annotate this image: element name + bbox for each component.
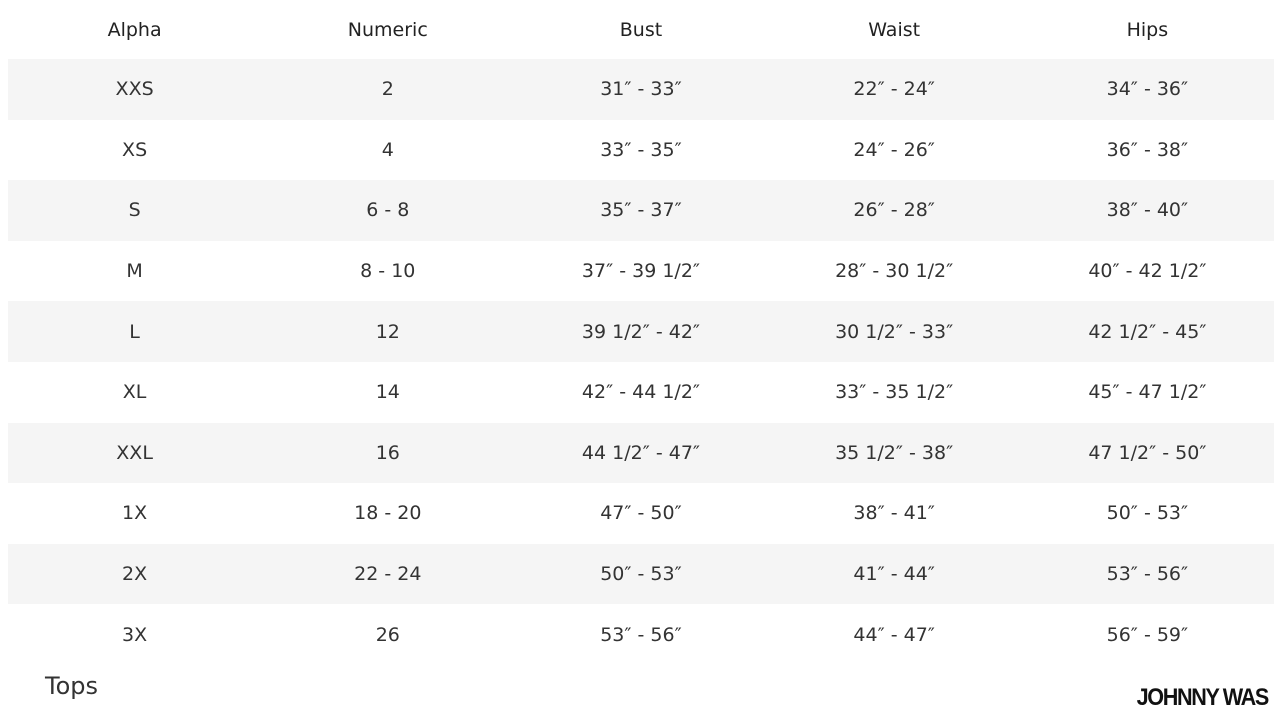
- table-row: XXL 16 44 1/2″ - 47″ 35 1/2″ - 38″ 47 1/2″ -…: [8, 422, 1274, 484]
- table-cell: 50″ - 53″: [1106, 502, 1189, 525]
- table-row: 3X 26 53″ - 56″ 44″ - 47″ 56″ - 59″: [8, 604, 1274, 665]
- header-row: Alpha Numeric Bust Waist Hips: [8, 0, 1274, 59]
- table-cell: 47 1/2″ - 50″: [1020, 422, 1274, 484]
- table-cell: 37″ - 39 1/2″: [581, 260, 701, 283]
- table-cell: S: [8, 180, 262, 241]
- table-cell: 34″ - 36″: [1020, 59, 1274, 120]
- table-cell: 33″ - 35″: [600, 138, 682, 161]
- column-header-bust: Bust: [619, 18, 663, 41]
- table-cell: 28″ - 30 1/2″: [835, 260, 954, 283]
- table-cell: 14: [375, 381, 400, 404]
- table-cell: 12: [261, 301, 515, 362]
- table-cell: L: [8, 301, 262, 362]
- table-cell: 26″ - 28″: [767, 180, 1021, 241]
- table-row: XXS 2 31″ - 33″ 22″ - 24″ 34″ - 36″: [8, 59, 1274, 120]
- table-cell: XS: [122, 138, 148, 161]
- table-cell: 3X: [122, 623, 148, 646]
- table-cell: 53″ - 56″: [1020, 543, 1274, 605]
- table-cell: 31″ - 33″: [514, 59, 768, 120]
- table-cell: 22″ - 24″: [767, 59, 1021, 120]
- table-cell: 40″ - 42 1/2″: [1088, 260, 1207, 283]
- table-cell: 2X: [8, 543, 262, 605]
- table-cell: 42″ - 44 1/2″: [581, 381, 701, 404]
- table-cell: 39 1/2″ - 42″: [514, 301, 768, 362]
- table-cell: XL: [122, 381, 147, 404]
- column-header-waist: Waist: [868, 18, 921, 41]
- table-cell: 6 - 8: [261, 180, 515, 241]
- brand-logo: JOHNNY WAS: [1136, 684, 1270, 711]
- table-cell: 4: [381, 138, 394, 161]
- table-cell: XXL: [8, 422, 262, 484]
- table-cell: M: [126, 260, 143, 283]
- table-cell: 35″ - 37″: [514, 180, 768, 241]
- table-cell: 1X: [122, 502, 148, 525]
- table-row: M 8 - 10 37″ - 39 1/2″ 28″ - 30 1/2″ 40″ - 4…: [8, 241, 1274, 302]
- table-cell: 2: [261, 59, 515, 120]
- table-cell: XXS: [8, 59, 262, 120]
- table-cell: 26: [375, 623, 400, 646]
- table-cell: 33″ - 35 1/2″: [835, 381, 954, 404]
- table-cell: 45″ - 47 1/2″: [1088, 381, 1207, 404]
- table-cell: 22 - 24: [261, 543, 515, 605]
- table-cell: 50″ - 53″: [514, 543, 768, 605]
- table-cell: 18 - 20: [354, 502, 422, 525]
- table-cell: 8 - 10: [360, 260, 416, 283]
- section-label: Tops: [45, 672, 99, 700]
- table-cell: 53″ - 56″: [600, 623, 682, 646]
- column-header-numeric: Numeric: [347, 18, 428, 41]
- table-cell: 35 1/2″ - 38″: [767, 422, 1021, 484]
- column-header-hips: Hips: [1126, 18, 1169, 41]
- table-cell: 24″ - 26″: [853, 138, 935, 161]
- table-cell: 36″ - 38″: [1106, 138, 1189, 161]
- table-row: 2X 22 - 24 50″ - 53″ 41″ - 44″ 53″ - 56″: [8, 543, 1274, 605]
- size-chart-table: Alpha Numeric Bust Waist Hips XXS 2 31″ - 33″ 2…: [8, 0, 1274, 665]
- column-header-alpha: Alpha: [107, 18, 162, 41]
- table-cell: 38″ - 40″: [1020, 180, 1274, 241]
- table-row: XS 4 33″ - 35″ 24″ - 26″ 36″ - 38″: [8, 120, 1274, 181]
- table-cell: 41″ - 44″: [767, 543, 1021, 605]
- table-row: XL 14 42″ - 44 1/2″ 33″ - 35 1/2″ 45″ - 47 1…: [8, 362, 1274, 423]
- table-cell: 30 1/2″ - 33″: [767, 301, 1021, 362]
- table-row: 1X 18 - 20 47″ - 50″ 38″ - 41″ 50″ - 53″: [8, 483, 1274, 544]
- table-cell: 16: [261, 422, 515, 484]
- table-cell: 44″ - 47″: [853, 623, 935, 646]
- table-row: L 12 39 1/2″ - 42″ 30 1/2″ - 33″ 42 1/2″ - 4…: [8, 301, 1274, 362]
- table-cell: 47″ - 50″: [600, 502, 682, 525]
- table-cell: 56″ - 59″: [1106, 623, 1189, 646]
- table-cell: 38″ - 41″: [853, 502, 935, 525]
- table-cell: 42 1/2″ - 45″: [1020, 301, 1274, 362]
- table-cell: 44 1/2″ - 47″: [514, 422, 768, 484]
